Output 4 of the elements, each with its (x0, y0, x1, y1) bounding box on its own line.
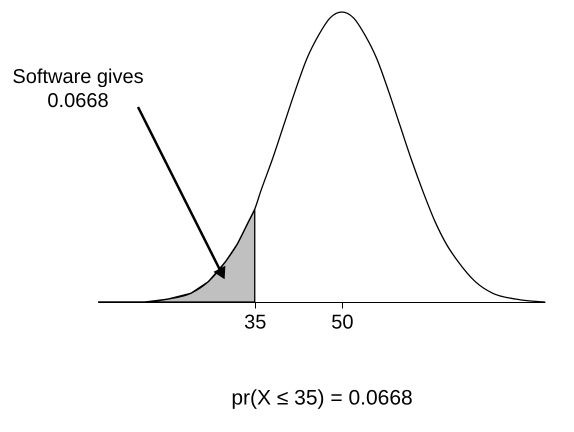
x-axis-title: pr(X ≤ 35) = 0.0668 (231, 386, 413, 410)
x-tick-label: 35 (244, 312, 266, 334)
x-tick-label: 50 (331, 312, 354, 334)
annotation: Software gives 0.0668 (12, 66, 144, 112)
